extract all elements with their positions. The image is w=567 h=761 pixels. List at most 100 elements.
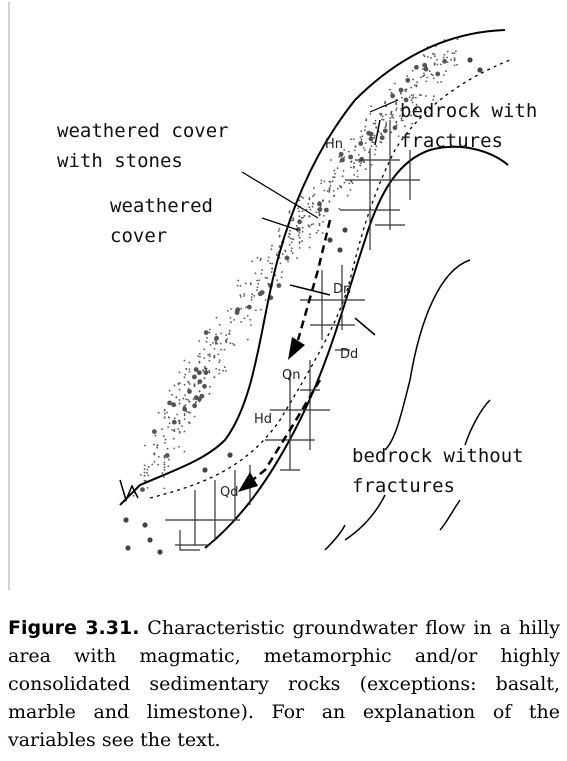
cover-stipple bbox=[423, 74, 426, 77]
cover-stipple bbox=[243, 317, 246, 320]
cover-stipple bbox=[318, 201, 321, 203]
cover-stipple bbox=[207, 353, 210, 356]
cover-stipple bbox=[290, 250, 293, 253]
slope-surface bbox=[119, 29, 506, 506]
cover-stipple bbox=[302, 216, 305, 219]
cover-stipple bbox=[363, 129, 366, 132]
cover-stipple bbox=[219, 359, 221, 361]
cover-stipple bbox=[163, 454, 166, 457]
cover-stipple bbox=[271, 268, 273, 270]
cover-stipple bbox=[288, 210, 291, 213]
cover-stipple bbox=[320, 182, 322, 185]
cover-stipple bbox=[297, 234, 300, 237]
cover-stipple bbox=[312, 223, 315, 225]
cover-stipple bbox=[445, 70, 447, 73]
cover-stipple bbox=[281, 253, 284, 256]
cover-stipple bbox=[300, 195, 303, 198]
var-Dn: Dn bbox=[333, 282, 351, 297]
cover-stipple bbox=[360, 160, 363, 163]
cover-stipple bbox=[308, 236, 311, 239]
cover-stipple bbox=[372, 122, 375, 125]
cover-stipple bbox=[370, 145, 373, 148]
cover-stipple bbox=[336, 167, 339, 170]
cover-stipple bbox=[332, 190, 335, 192]
cover-stipple bbox=[143, 471, 146, 474]
cover-stipple bbox=[436, 63, 439, 66]
stone bbox=[337, 247, 343, 253]
cover-stipple bbox=[239, 285, 242, 287]
cover-stipple bbox=[432, 52, 434, 55]
cover-stipple bbox=[163, 476, 165, 478]
cover-stipple bbox=[451, 52, 454, 55]
cover-stipple bbox=[225, 340, 227, 343]
cover-stipple bbox=[295, 227, 301, 232]
cover-stipple bbox=[370, 164, 373, 166]
cover-stipple bbox=[350, 166, 352, 169]
cover-stipple bbox=[243, 293, 246, 295]
cover-stipple bbox=[166, 447, 169, 450]
cover-stipple bbox=[411, 69, 414, 72]
cover-stipple bbox=[259, 257, 262, 260]
cover-stipple bbox=[188, 361, 191, 364]
weathered-cover-layer bbox=[123, 36, 483, 555]
cover-stipple bbox=[425, 63, 427, 65]
cover-stipple bbox=[167, 426, 170, 428]
cover-stipple bbox=[433, 53, 436, 56]
cover-stipple bbox=[257, 291, 263, 297]
cover-stipple bbox=[350, 138, 352, 141]
cover-stipple bbox=[183, 413, 186, 415]
cover-stipple bbox=[412, 78, 414, 81]
cover-stipple bbox=[183, 359, 186, 362]
cover-stipple bbox=[198, 390, 201, 393]
cover-stipple bbox=[365, 119, 368, 122]
cover-stipple bbox=[184, 404, 187, 407]
cover-stipple bbox=[348, 182, 351, 185]
cover-stipple bbox=[446, 56, 448, 59]
cover-stipple bbox=[236, 284, 239, 287]
caption-text: Characteristic groundwater flow in a hil… bbox=[8, 617, 560, 751]
cover-stipple bbox=[208, 371, 211, 374]
cover-stipple bbox=[220, 332, 223, 335]
cover-stipple bbox=[184, 394, 186, 396]
cover-stipple bbox=[398, 87, 404, 93]
cover-stipple bbox=[298, 242, 301, 244]
cover-stipple bbox=[228, 329, 231, 332]
cover-stipple bbox=[301, 210, 304, 213]
cover-stipple bbox=[333, 176, 336, 179]
cover-stipple bbox=[390, 111, 393, 114]
cover-stipple bbox=[315, 231, 318, 234]
cover-stipple bbox=[208, 392, 211, 395]
cover-stipple bbox=[363, 160, 366, 163]
cover-stipple bbox=[433, 95, 435, 98]
cover-stipple bbox=[249, 318, 252, 321]
cover-stipple bbox=[360, 138, 363, 141]
cover-stipple bbox=[365, 118, 368, 120]
cover-stipple bbox=[340, 155, 343, 158]
cover-stipple bbox=[266, 277, 269, 279]
cover-stipple bbox=[315, 211, 318, 214]
cover-stipple bbox=[269, 262, 272, 265]
cover-stipple bbox=[203, 348, 206, 351]
cover-stipple bbox=[391, 114, 394, 116]
cover-stipple bbox=[172, 437, 175, 440]
cover-stipple bbox=[404, 107, 406, 109]
cover-stipple bbox=[222, 369, 225, 372]
cover-stipple bbox=[308, 197, 311, 199]
cover-stipple bbox=[284, 250, 287, 253]
cover-stipple bbox=[425, 80, 428, 83]
cover-stipple bbox=[208, 353, 211, 356]
flow-arrow-head-upper bbox=[288, 337, 305, 360]
cover-stipple bbox=[405, 77, 411, 83]
cover-stipple bbox=[223, 348, 226, 351]
cover-stipple bbox=[317, 229, 320, 232]
cover-stipple bbox=[364, 125, 367, 128]
cover-stipple bbox=[331, 180, 334, 183]
cover-stipple bbox=[375, 126, 378, 129]
cover-stipple bbox=[385, 105, 387, 108]
cover-stipple bbox=[187, 421, 190, 424]
cover-stipple bbox=[226, 310, 229, 312]
cover-stipple bbox=[171, 429, 174, 431]
cover-stipple bbox=[442, 74, 445, 76]
cover-stipple bbox=[274, 274, 277, 277]
cover-stipple bbox=[374, 122, 377, 125]
